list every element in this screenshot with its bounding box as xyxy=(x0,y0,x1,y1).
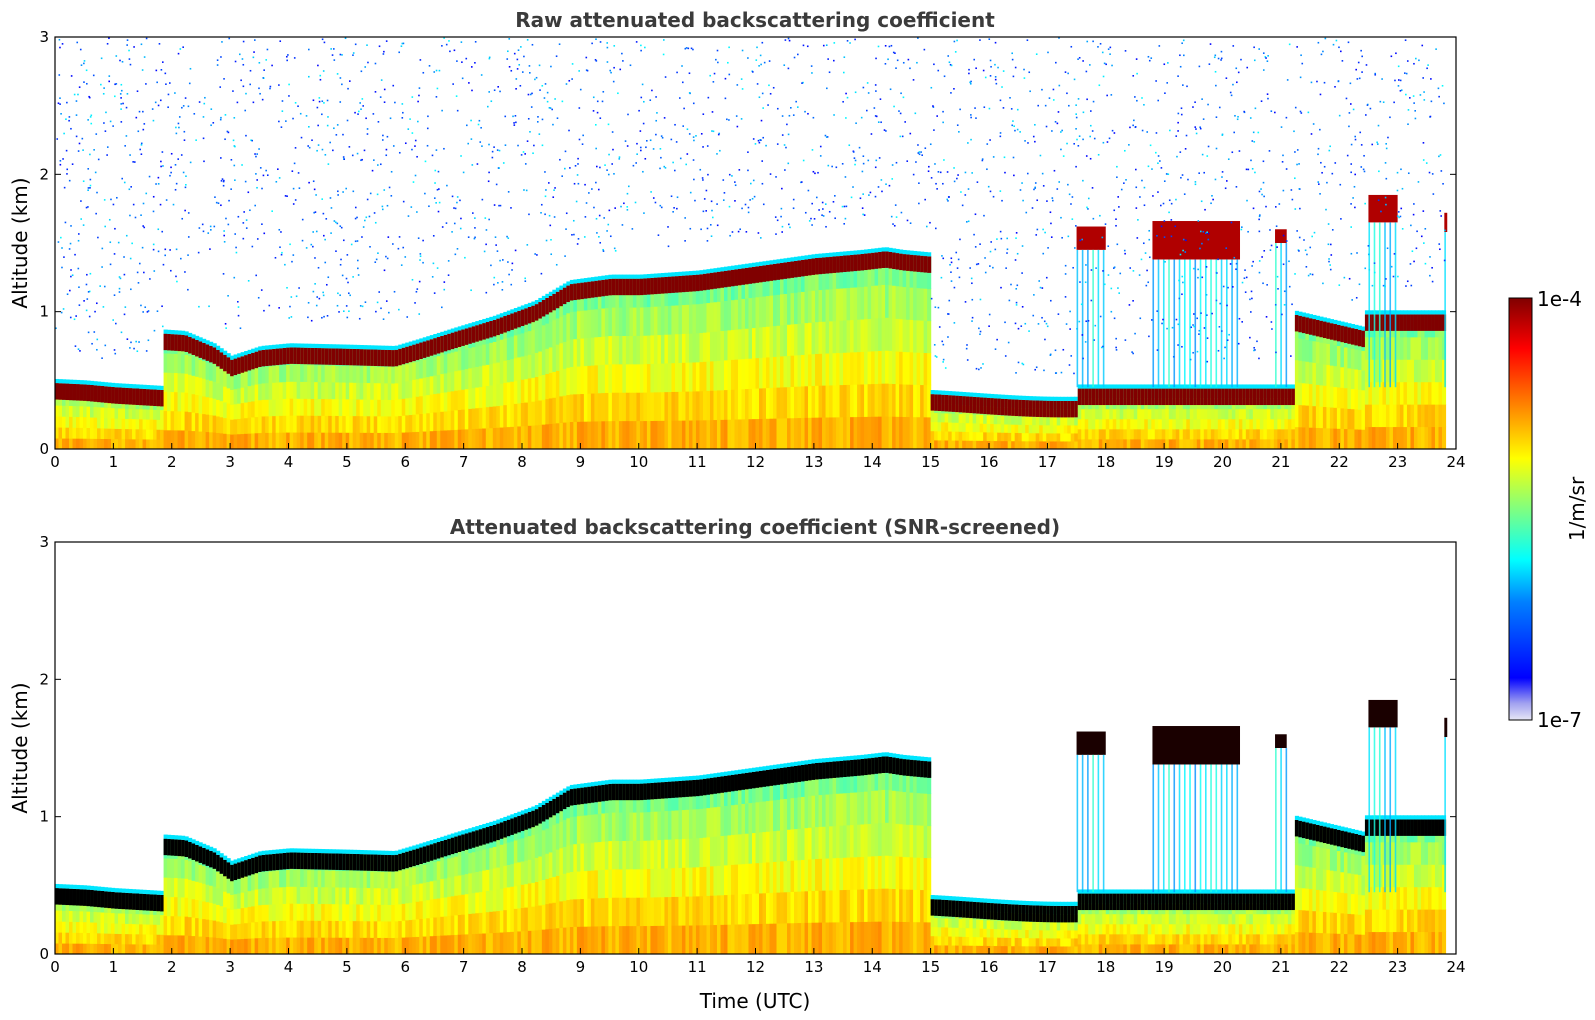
x-tick-label: 20 xyxy=(1213,453,1232,471)
x-tick-label: 9 xyxy=(576,453,586,471)
x-tick-label: 18 xyxy=(1096,453,1115,471)
y-tick-label: 0 xyxy=(39,440,49,458)
x-tick-label: 9 xyxy=(576,958,586,976)
colorbar-gradient xyxy=(1508,297,1533,721)
x-tick-label: 24 xyxy=(1446,958,1465,976)
x-tick-label: 4 xyxy=(284,958,294,976)
x-tick-label: 11 xyxy=(688,453,707,471)
x-tick-label: 17 xyxy=(1038,453,1057,471)
x-tick-label: 12 xyxy=(746,453,765,471)
x-tick-label: 7 xyxy=(459,958,469,976)
colorbar: 1e-4 1e-7 1/m/sr xyxy=(1508,287,1589,732)
panel-screened: Attenuated backscattering coefficient (S… xyxy=(8,515,1466,1013)
x-tick-label: 16 xyxy=(979,958,998,976)
x-tick-label: 20 xyxy=(1213,958,1232,976)
x-tick-label: 23 xyxy=(1388,453,1407,471)
x-tick-label: 5 xyxy=(342,958,352,976)
colorbar-max-label: 1e-4 xyxy=(1537,287,1582,311)
panel-screened-axes: 0 1 2 3 4 5 6 7 8 9 10 11 12 13 14 15 16 17 18 19 20 21 22 23 24… xyxy=(39,533,1465,976)
x-tick-label: 7 xyxy=(459,453,469,471)
panel-raw-axes: 0 1 2 3 4 5 6 7 8 9 10 11 12 13 14 15 16 17 18 19 20 21 22 23 24… xyxy=(39,28,1465,471)
x-tick-label: 18 xyxy=(1096,958,1115,976)
panel-screened-xlabel: Time (UTC) xyxy=(699,989,811,1013)
y-tick-label: 0 xyxy=(39,945,49,963)
y-tick-label: 2 xyxy=(39,670,49,688)
x-tick-label: 6 xyxy=(400,958,410,976)
x-tick-label: 21 xyxy=(1271,958,1290,976)
x-tick-label: 3 xyxy=(225,958,235,976)
y-tick-label: 3 xyxy=(39,28,49,46)
x-tick-label: 2 xyxy=(167,453,177,471)
x-tick-label: 16 xyxy=(979,453,998,471)
x-tick-label: 14 xyxy=(863,453,882,471)
x-tick-label: 22 xyxy=(1330,958,1349,976)
x-tick-label: 17 xyxy=(1038,958,1057,976)
x-tick-label: 3 xyxy=(225,453,235,471)
y-tick-label: 3 xyxy=(39,533,49,551)
panel-screened-title: Attenuated backscattering coefficient (S… xyxy=(450,515,1060,539)
x-tick-label: 15 xyxy=(921,453,940,471)
panel-raw-ylabel: Altitude (km) xyxy=(8,177,32,308)
panel-screened-heatmap xyxy=(55,699,1448,954)
x-tick-label: 23 xyxy=(1388,958,1407,976)
y-tick-label: 1 xyxy=(39,303,49,321)
panel-raw: Raw attenuated backscattering coefficien… xyxy=(8,8,1466,471)
y-tick-label: 2 xyxy=(39,165,49,183)
colorbar-min-label: 1e-7 xyxy=(1537,708,1582,732)
x-tick-label: 8 xyxy=(517,958,527,976)
x-tick-label: 13 xyxy=(804,958,823,976)
x-tick-label: 8 xyxy=(517,453,527,471)
x-tick-label: 0 xyxy=(50,453,60,471)
x-tick-label: 1 xyxy=(109,453,119,471)
colorbar-unit-label: 1/m/sr xyxy=(1565,476,1589,541)
x-tick-label: 0 xyxy=(50,958,60,976)
panel-screened-ylabel: Altitude (km) xyxy=(8,682,32,813)
x-tick-label: 6 xyxy=(400,453,410,471)
x-tick-label: 21 xyxy=(1271,453,1290,471)
y-tick-label: 1 xyxy=(39,808,49,826)
x-tick-label: 24 xyxy=(1446,453,1465,471)
x-tick-label: 13 xyxy=(804,453,823,471)
panel-raw-title: Raw attenuated backscattering coefficien… xyxy=(515,8,995,32)
x-tick-label: 11 xyxy=(688,958,707,976)
panel-raw-heatmap xyxy=(55,37,1448,449)
x-tick-label: 15 xyxy=(921,958,940,976)
x-tick-label: 14 xyxy=(863,958,882,976)
x-tick-label: 10 xyxy=(629,453,648,471)
x-tick-label: 4 xyxy=(284,453,294,471)
x-tick-label: 10 xyxy=(629,958,648,976)
x-tick-label: 12 xyxy=(746,958,765,976)
x-tick-label: 22 xyxy=(1330,453,1349,471)
x-tick-label: 2 xyxy=(167,958,177,976)
x-tick-label: 1 xyxy=(109,958,119,976)
x-tick-label: 5 xyxy=(342,453,352,471)
x-tick-label: 19 xyxy=(1155,453,1174,471)
x-tick-label: 19 xyxy=(1155,958,1174,976)
